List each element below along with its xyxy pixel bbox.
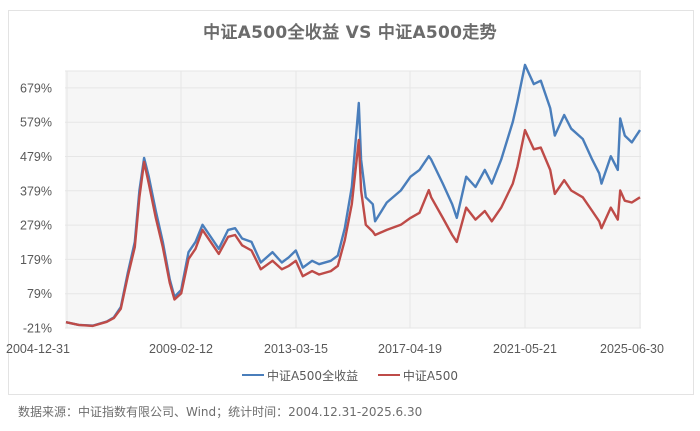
svg-text:279%: 279% xyxy=(20,219,52,233)
source-note: 数据来源：中证指数有限公司、Wind；统计时间：2004.12.31-2025.… xyxy=(18,405,423,419)
chart-title: 中证A500全收益 VS 中证A500走势 xyxy=(203,23,497,43)
price-line xyxy=(65,128,641,328)
svg-text:2025-06-30: 2025-06-30 xyxy=(600,342,664,356)
line-chart: -21% 79% 179% 279% 379% 479% 579% 679% 2004-12-… xyxy=(6,63,664,356)
legend-label: 中证A500 xyxy=(402,368,459,383)
x-axis-ticks: 2004-12-31 2009-02-12 2013-03-15 2017-04-19… xyxy=(6,342,664,356)
legend-item-total-return: 中证A500全收益 xyxy=(241,367,359,384)
legend-item-price: 中证A500 xyxy=(377,367,459,384)
y-axis-ticks: -21% 79% 179% 279% 379% 479% 579% 679% xyxy=(20,81,52,335)
svg-text:179%: 179% xyxy=(20,253,52,267)
svg-text:-21%: -21% xyxy=(23,322,52,336)
svg-text:479%: 479% xyxy=(20,150,52,164)
legend-swatch-red-icon xyxy=(377,374,400,376)
svg-text:2013-03-15: 2013-03-15 xyxy=(264,342,328,356)
svg-text:679%: 679% xyxy=(20,81,52,95)
svg-text:2009-02-12: 2009-02-12 xyxy=(149,342,213,356)
svg-text:2021-05-21: 2021-05-21 xyxy=(493,342,557,356)
legend-label: 中证A500全收益 xyxy=(266,368,359,383)
chart-legend: 中证A500全收益 中证A500 xyxy=(0,365,700,384)
svg-text:2017-04-19: 2017-04-19 xyxy=(378,342,442,356)
svg-text:379%: 379% xyxy=(20,184,52,198)
svg-text:2004-12-31: 2004-12-31 xyxy=(6,342,70,356)
svg-text:79%: 79% xyxy=(27,287,52,301)
legend-swatch-blue-icon xyxy=(241,374,264,376)
svg-text:579%: 579% xyxy=(20,116,52,130)
